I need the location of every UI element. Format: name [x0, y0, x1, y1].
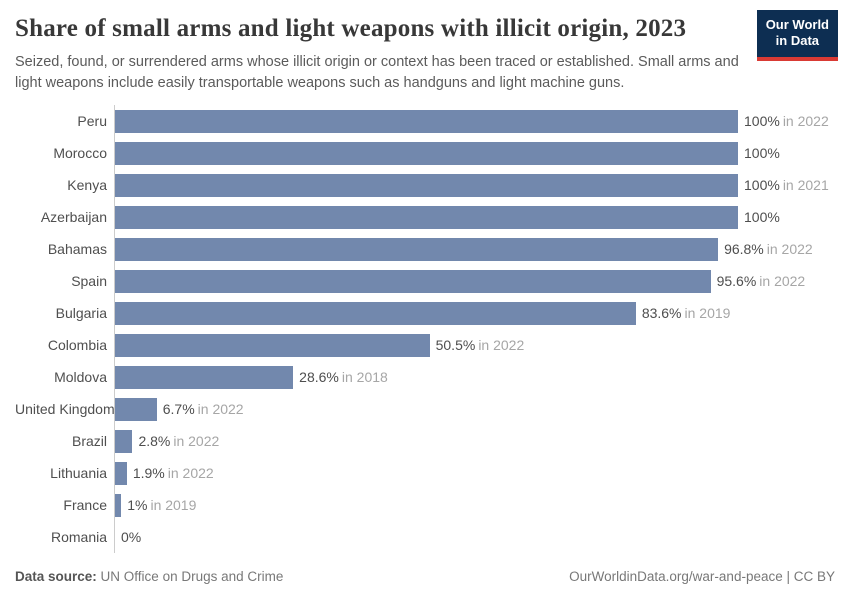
chart-row: Morocco 100%	[15, 137, 835, 170]
license-link[interactable]: OurWorldinData.org/war-and-peace | CC BY	[569, 569, 835, 585]
data-source: Data source: UN Office on Drugs and Crim…	[15, 569, 283, 584]
chart-row: Moldova 28.6% in 2018	[15, 361, 835, 394]
value-label: 50.5%	[435, 337, 476, 354]
bar[interactable]	[115, 397, 157, 421]
country-label: Bahamas	[47, 241, 107, 258]
year-label: in 2022	[173, 433, 220, 450]
chart-row: Colombia 50.5% in 2022	[15, 329, 835, 362]
bar-track: 100%	[114, 137, 835, 170]
year-label: in 2019	[684, 305, 731, 322]
bar[interactable]	[115, 429, 133, 453]
data-source-label: Data source:	[15, 569, 97, 585]
chart-row: Azerbaijan 100%	[15, 201, 835, 234]
page-title: Share of small arms and light weapons wi…	[15, 15, 687, 42]
bar-track: 96.8% in 2022	[114, 233, 835, 266]
value-label: 100%	[744, 113, 780, 130]
value-label: 100%	[744, 177, 780, 194]
bar-track: 1.9% in 2022	[114, 457, 835, 490]
value-label: 6.7%	[162, 401, 195, 418]
bar-rows: Peru 100% in 2022 Morocco 100% Kenya 100% in 20…	[15, 105, 835, 554]
country-label: Colombia	[47, 337, 107, 354]
bar[interactable]	[115, 333, 430, 357]
bar[interactable]	[115, 109, 738, 133]
bar[interactable]	[115, 205, 738, 229]
bar[interactable]	[115, 301, 636, 325]
bar-track: 100% in 2022	[114, 105, 835, 138]
country-label: Kenya	[67, 177, 107, 194]
country-label: Brazil	[71, 433, 107, 450]
bar-track: 95.6% in 2022	[114, 265, 835, 298]
country-label: Spain	[71, 273, 107, 290]
year-label: in 2021	[782, 177, 829, 194]
value-label: 96.8%	[724, 241, 764, 258]
value-label: 100%	[744, 145, 780, 162]
value-label: 0%	[121, 529, 142, 546]
country-label: Lithuania	[50, 465, 107, 482]
year-label: in 2022	[167, 465, 214, 482]
owid-logo[interactable]: Our World in Data	[756, 10, 838, 61]
chart-row: Brazil 2.8% in 2022	[15, 425, 835, 458]
chart-row: Spain 95.6% in 2022	[15, 265, 835, 298]
chart-row: Kenya 100% in 2021	[15, 169, 835, 202]
bar[interactable]	[115, 493, 122, 517]
bar-track: 100% in 2021	[114, 169, 835, 202]
country-label: Morocco	[53, 145, 107, 162]
bar-track: 50.5% in 2022	[114, 329, 835, 362]
chart-row: Lithuania 1.9% in 2022	[15, 457, 835, 490]
bar-track: 83.6% in 2019	[114, 297, 835, 330]
owid-logo-line2: in Data	[775, 33, 820, 49]
value-label: 95.6%	[716, 273, 757, 290]
bar[interactable]	[115, 461, 127, 485]
bar-chart: Peru 100% in 2022 Morocco 100% Kenya 100% in 20…	[15, 105, 835, 554]
year-label: in 2022	[197, 401, 244, 418]
country-label: Moldova	[54, 369, 107, 386]
value-label: 28.6%	[299, 369, 339, 386]
bar-track: 28.6% in 2018	[114, 361, 835, 394]
year-label: in 2022	[759, 273, 806, 290]
year-label: in 2018	[341, 369, 388, 386]
value-label: 100%	[744, 209, 780, 226]
chart-footer: Data source: UN Office on Drugs and Crim…	[15, 569, 835, 584]
country-label: Peru	[77, 113, 107, 130]
country-label: Bulgaria	[55, 305, 107, 322]
value-label: 2.8%	[138, 433, 171, 450]
bar[interactable]	[115, 141, 738, 165]
bar-track: 100%	[114, 201, 835, 234]
value-label: 83.6%	[641, 305, 682, 322]
bar-track: 2.8% in 2022	[114, 425, 835, 458]
bar-track: 6.7% in 2022	[114, 393, 835, 426]
bar[interactable]	[115, 237, 719, 261]
chart-row: Bulgaria 83.6% in 2019	[15, 297, 835, 330]
country-label: France	[63, 497, 107, 514]
value-label: 1%	[127, 497, 148, 514]
chart-row: France 1% in 2019	[15, 489, 835, 522]
owid-logo-line1: Our World	[765, 17, 829, 32]
country-label: Romania	[50, 529, 107, 546]
chart-row: Peru 100% in 2022	[15, 105, 835, 138]
year-label: in 2022	[782, 113, 829, 130]
bar[interactable]	[115, 365, 294, 389]
year-label: in 2019	[150, 497, 197, 514]
data-source-link[interactable]: UN Office on Drugs and Crime	[100, 569, 284, 585]
chart-row: Romania 0%	[15, 521, 835, 554]
bar[interactable]	[115, 173, 738, 197]
country-label: Azerbaijan	[40, 209, 107, 226]
chart-row: United Kingdom 6.7% in 2022	[15, 393, 835, 426]
chart-subtitle: Seized, found, or surrendered arms whose…	[15, 54, 739, 92]
year-label: in 2022	[478, 337, 525, 354]
country-label: United Kingdom	[15, 401, 115, 418]
bar[interactable]	[115, 269, 711, 293]
chart-header: Share of small arms and light weapons wi…	[15, 10, 838, 94]
year-label: in 2022	[766, 241, 813, 258]
bar-track: 1% in 2019	[114, 489, 835, 522]
chart-row: Bahamas 96.8% in 2022	[15, 233, 835, 266]
value-label: 1.9%	[132, 465, 165, 482]
bar-track: 0%	[114, 521, 835, 554]
